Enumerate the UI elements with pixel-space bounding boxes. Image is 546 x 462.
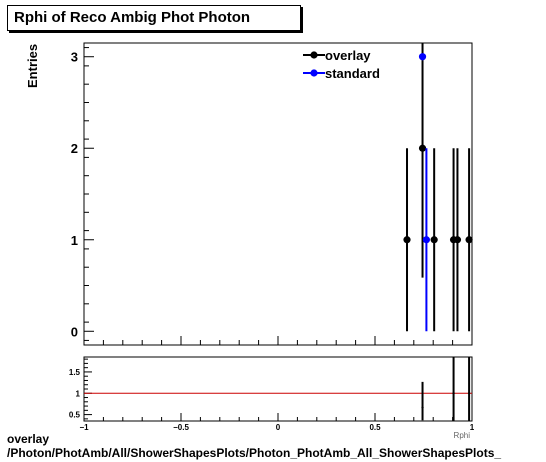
overlay-point	[430, 236, 438, 244]
ratio-x-tick-label: 1	[470, 423, 475, 432]
chart-title: Rphi of Reco Ambig Phot Photon	[14, 9, 251, 26]
overlay-point	[453, 236, 462, 244]
top-y-tick-label: 0	[71, 324, 78, 339]
overlay-point	[465, 236, 473, 244]
ratio-y-tick-label: 0.5	[69, 411, 81, 420]
top-y-tick-label: 2	[71, 141, 78, 156]
ratio-y-tick-label: 1	[76, 389, 81, 398]
footer-line-2: /Photon/PhotAmb/All/ShowerShapesPlots/Ph…	[7, 446, 502, 460]
ratio-point	[421, 406, 424, 409]
title-box: Rphi of Reco Ambig Phot Photon	[7, 5, 301, 31]
x-axis-label: Rphi	[454, 431, 471, 440]
top-y-tick-label: 1	[71, 233, 78, 248]
ratio-x-tick-label: −0.5	[173, 423, 189, 432]
legend-label-standard: standard	[325, 66, 380, 81]
legend-marker-standard	[310, 69, 318, 77]
standard-point	[422, 236, 431, 244]
standard-point	[418, 53, 427, 61]
footer-line-1: overlay	[7, 432, 50, 446]
ratio-x-tick-label: 0	[276, 423, 281, 432]
top-y-tick-label: 3	[71, 50, 78, 65]
ratio-plot-frame	[83, 356, 473, 422]
ratio-point	[467, 392, 471, 395]
ratio-point	[452, 392, 455, 395]
ratio-x-tick-label: −1	[79, 423, 89, 432]
overlay-point	[403, 236, 411, 244]
overlay-point	[418, 144, 427, 152]
ratio-x-tick-label: 0.5	[369, 423, 381, 432]
ratio-y-tick-label: 1.5	[69, 368, 81, 377]
top-plot-frame	[83, 42, 473, 346]
legend-label-overlay: overlay	[325, 48, 371, 63]
legend-marker-overlay	[310, 51, 318, 59]
